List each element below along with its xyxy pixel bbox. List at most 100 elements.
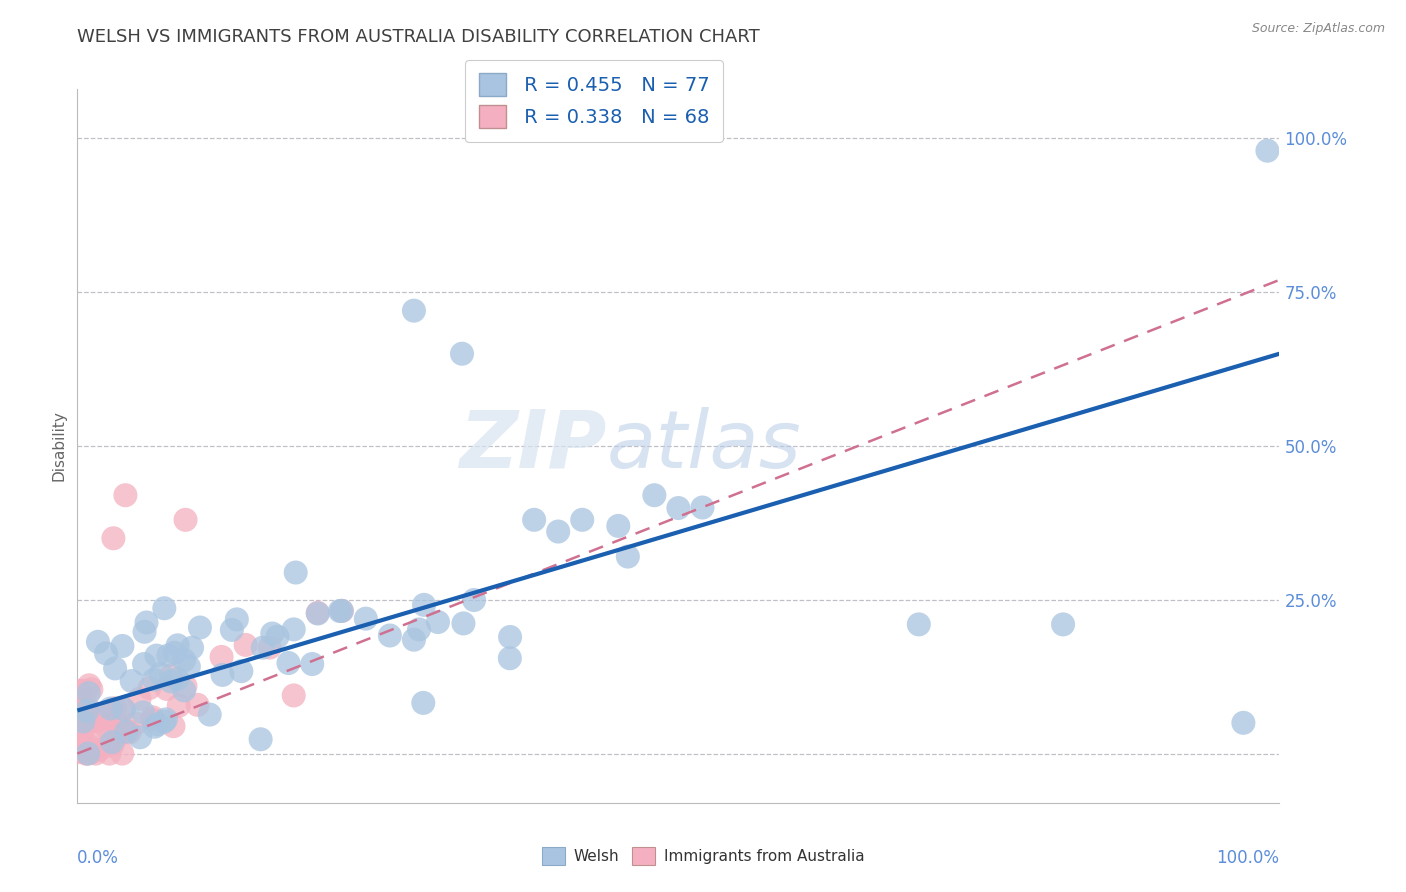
Point <box>235 638 257 652</box>
Text: WELSH VS IMMIGRANTS FROM AUSTRALIA DISABILITY CORRELATION CHART: WELSH VS IMMIGRANTS FROM AUSTRALIA DISAB… <box>77 29 761 46</box>
Text: 100.0%: 100.0% <box>1216 849 1279 867</box>
Point <box>259 640 281 655</box>
Point <box>307 607 329 621</box>
Point <box>145 648 167 663</box>
Point <box>94 707 117 722</box>
Point <box>143 720 166 734</box>
Point <box>67 739 90 754</box>
Text: atlas: atlas <box>606 407 801 485</box>
Point <box>77 747 100 761</box>
Point <box>67 724 90 739</box>
Point <box>75 739 97 754</box>
Point <box>100 701 122 715</box>
Point <box>117 723 139 738</box>
Point <box>132 657 155 671</box>
Point <box>173 653 195 667</box>
Point <box>114 488 136 502</box>
Point <box>330 604 353 618</box>
Point <box>1232 715 1254 730</box>
Point <box>69 745 91 759</box>
Point <box>427 615 450 629</box>
Point <box>77 686 100 700</box>
Point <box>143 673 166 687</box>
Point <box>69 744 91 758</box>
Point <box>162 719 184 733</box>
Point <box>174 513 197 527</box>
Point <box>177 659 200 673</box>
Point <box>692 500 714 515</box>
Point <box>134 624 156 639</box>
Point <box>79 728 101 742</box>
Point <box>67 741 90 756</box>
Legend:  R = 0.455   N = 77,  R = 0.338   N = 68: R = 0.455 N = 77, R = 0.338 N = 68 <box>465 60 723 142</box>
Point <box>408 623 430 637</box>
Y-axis label: Disability: Disability <box>51 410 66 482</box>
Point <box>67 683 90 698</box>
Point <box>329 604 352 618</box>
Point <box>547 524 569 539</box>
Point <box>94 712 117 726</box>
Point <box>118 725 141 739</box>
Point <box>79 711 101 725</box>
Point <box>211 668 233 682</box>
Point <box>283 689 305 703</box>
Point <box>87 743 110 757</box>
Point <box>643 488 665 502</box>
Text: ZIP: ZIP <box>458 407 606 485</box>
Point <box>111 747 134 761</box>
Point <box>1256 144 1278 158</box>
Point <box>149 667 172 681</box>
Point <box>499 651 522 665</box>
Point <box>198 707 221 722</box>
Point <box>76 704 98 718</box>
Point <box>284 566 307 580</box>
Point <box>121 674 143 689</box>
Point <box>188 621 211 635</box>
Point <box>908 617 931 632</box>
Point <box>173 683 195 698</box>
Point <box>167 698 190 713</box>
Point <box>277 656 299 670</box>
Point <box>451 347 474 361</box>
Point <box>153 601 176 615</box>
Point <box>138 681 160 695</box>
Point <box>142 710 165 724</box>
Point <box>129 731 152 745</box>
Point <box>101 735 124 749</box>
Point <box>75 719 97 733</box>
Point <box>67 700 90 714</box>
Point <box>80 682 103 697</box>
Point <box>252 640 274 655</box>
Point <box>96 722 118 736</box>
Point <box>104 714 127 728</box>
Point <box>231 664 253 678</box>
Point <box>128 691 150 706</box>
Point <box>166 638 188 652</box>
Point <box>80 746 103 760</box>
Point <box>101 737 124 751</box>
Point <box>156 681 179 696</box>
Point <box>571 513 593 527</box>
Point <box>100 721 122 735</box>
Point <box>266 630 288 644</box>
Legend: Welsh, Immigrants from Australia: Welsh, Immigrants from Australia <box>536 841 870 871</box>
Point <box>98 747 121 761</box>
Point <box>402 632 425 647</box>
Point <box>166 672 188 686</box>
Point <box>607 519 630 533</box>
Point <box>330 604 353 618</box>
Point <box>463 593 485 607</box>
Point <box>160 674 183 689</box>
Point <box>87 635 110 649</box>
Point <box>221 623 243 637</box>
Point <box>307 606 329 620</box>
Point <box>111 639 134 653</box>
Point <box>84 747 107 761</box>
Point <box>132 706 155 720</box>
Point <box>262 626 284 640</box>
Point <box>354 612 377 626</box>
Point <box>94 646 117 660</box>
Point <box>75 684 97 698</box>
Point <box>111 701 134 715</box>
Point <box>72 714 94 729</box>
